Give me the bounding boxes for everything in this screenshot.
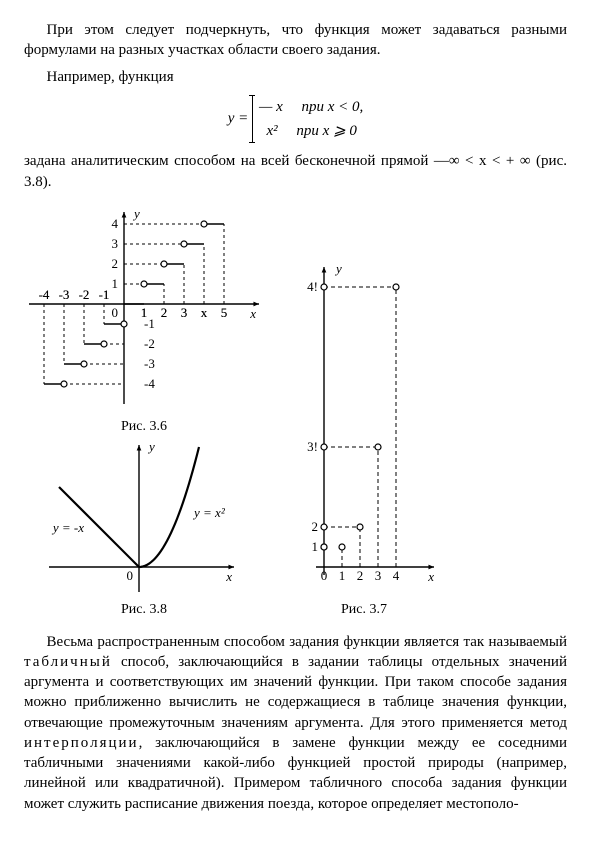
- svg-text:2: 2: [312, 519, 319, 534]
- piecewise-formula: y = — x при x < 0, x² при x ⩾ 0: [24, 95, 567, 144]
- svg-text:0: 0: [112, 305, 119, 320]
- p4-a: Весьма распространенным способом задания…: [47, 634, 568, 650]
- svg-text:2: 2: [161, 305, 168, 320]
- case2-expr: x²: [267, 123, 278, 139]
- left-figure-column: xy-4-4-3-3-2-2-1-10112233xx551234-1-2-3-…: [24, 204, 264, 620]
- caption-3-6: Рис. 3.6: [121, 418, 167, 437]
- svg-text:4!: 4!: [307, 279, 318, 294]
- paragraph-2: Например, функция: [24, 67, 567, 87]
- case1-expr: — x: [259, 99, 283, 115]
- svg-text:x: x: [427, 569, 434, 584]
- paragraph-1: При этом следует подчеркнуть, что функци…: [24, 20, 567, 61]
- svg-text:-4: -4: [39, 287, 50, 302]
- svg-text:y: y: [132, 206, 140, 221]
- case1-cond: при x < 0,: [302, 99, 364, 115]
- svg-text:y = x²: y = x²: [192, 505, 226, 520]
- paragraph-4: Весьма распространенным способом задания…: [24, 632, 567, 814]
- svg-text:4: 4: [393, 568, 400, 583]
- svg-text:-1: -1: [144, 316, 155, 331]
- svg-text:-4: -4: [144, 376, 155, 391]
- svg-text:1: 1: [112, 276, 119, 291]
- case2-cond: при x ⩾ 0: [296, 123, 356, 139]
- svg-text:-2: -2: [144, 336, 155, 351]
- svg-text:3: 3: [375, 568, 382, 583]
- paragraph-3: задана аналитическим способом на всей бе…: [24, 151, 567, 192]
- caption-3-7: Рис. 3.7: [341, 601, 387, 620]
- svg-text:3!: 3!: [307, 439, 318, 454]
- svg-text:-3: -3: [144, 356, 155, 371]
- svg-text:0: 0: [321, 568, 328, 583]
- svg-text:-3: -3: [59, 287, 70, 302]
- svg-text:x: x: [225, 569, 232, 584]
- right-figure-column: xy01234123!4! Рис. 3.7: [284, 204, 444, 620]
- svg-text:0: 0: [127, 568, 134, 583]
- caption-3-8: Рис. 3.8: [121, 601, 167, 620]
- svg-text:3: 3: [181, 305, 188, 320]
- svg-text:-1: -1: [99, 287, 110, 302]
- p4-d: интерполяции: [24, 735, 139, 751]
- svg-text:-2: -2: [79, 287, 90, 302]
- figures-container: xy-4-4-3-3-2-2-1-10112233xx551234-1-2-3-…: [24, 204, 567, 620]
- svg-text:x: x: [201, 305, 208, 320]
- svg-text:y = -x: y = -x: [51, 520, 84, 535]
- svg-text:x: x: [249, 306, 256, 321]
- svg-text:y: y: [147, 439, 155, 454]
- svg-text:2: 2: [112, 256, 119, 271]
- svg-text:5: 5: [221, 305, 228, 320]
- svg-text:2: 2: [357, 568, 364, 583]
- svg-text:y: y: [334, 261, 342, 276]
- svg-text:3: 3: [112, 236, 119, 251]
- svg-text:1: 1: [312, 539, 319, 554]
- figure-3-7: xy01234123!4!: [284, 257, 444, 597]
- p4-b: табличный: [24, 654, 112, 670]
- svg-text:4: 4: [112, 216, 119, 231]
- figure-3-8: x y 0 y = -x y = x²: [44, 437, 244, 597]
- figure-3-6: xy-4-4-3-3-2-2-1-10112233xx551234-1-2-3-…: [24, 204, 264, 414]
- formula-cases: — x при x < 0, x² при x ⩾ 0: [252, 95, 363, 144]
- svg-text:1: 1: [339, 568, 346, 583]
- formula-lhs: y =: [228, 110, 249, 126]
